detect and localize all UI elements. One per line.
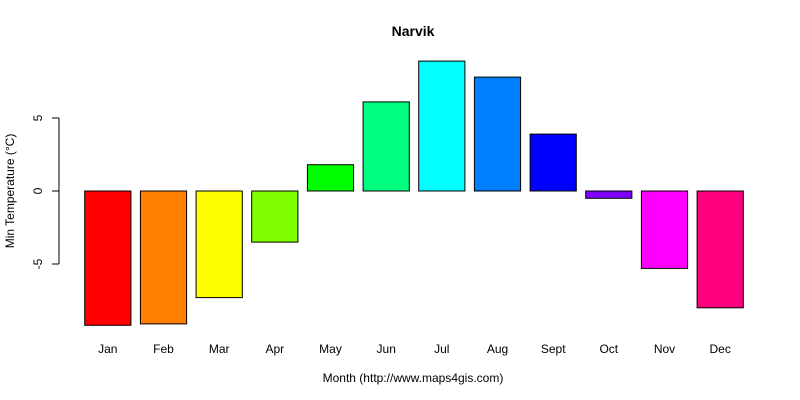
x-tick-labels: Jan Feb Mar Apr May Jun Jul Aug Sept Oct Nov Dec [98, 342, 731, 356]
x-tick-label: Jan [98, 342, 117, 356]
bar-sept [529, 133, 577, 192]
x-tick-label: Sept [541, 342, 566, 356]
bar-feb [139, 190, 188, 325]
x-axis-label: Month (http://www.maps4gis.com) [323, 371, 504, 385]
y-axis: -5 0 5 [31, 114, 60, 269]
x-tick-label: Nov [654, 342, 675, 356]
bar-aug [473, 76, 522, 192]
bar-jun [362, 101, 410, 192]
y-tick-label: 5 [31, 114, 45, 121]
chart-title: Narvik [392, 23, 435, 39]
bar-jan [84, 190, 132, 326]
bar-jul [418, 60, 466, 192]
x-tick-label: Jun [377, 342, 396, 356]
bar-may [306, 164, 355, 192]
bar-nov [640, 190, 689, 269]
y-tick-label: -5 [31, 258, 45, 269]
y-axis-label: Min Temperature (°C) [3, 134, 17, 249]
x-tick-label: Apr [265, 342, 284, 356]
x-tick-label: Dec [710, 342, 731, 356]
x-tick-label: Oct [599, 342, 618, 356]
bar-apr [251, 190, 299, 243]
y-tick-label: 0 [31, 187, 45, 194]
x-tick-label: Aug [487, 342, 508, 356]
x-tick-label: Mar [209, 342, 230, 356]
x-tick-label: May [319, 342, 342, 356]
x-tick-label: Feb [153, 342, 174, 356]
bars-group [84, 60, 744, 326]
bar-oct [585, 190, 633, 199]
bar-mar [195, 190, 243, 299]
x-tick-label: Jul [434, 342, 449, 356]
bar-dec [696, 190, 744, 309]
